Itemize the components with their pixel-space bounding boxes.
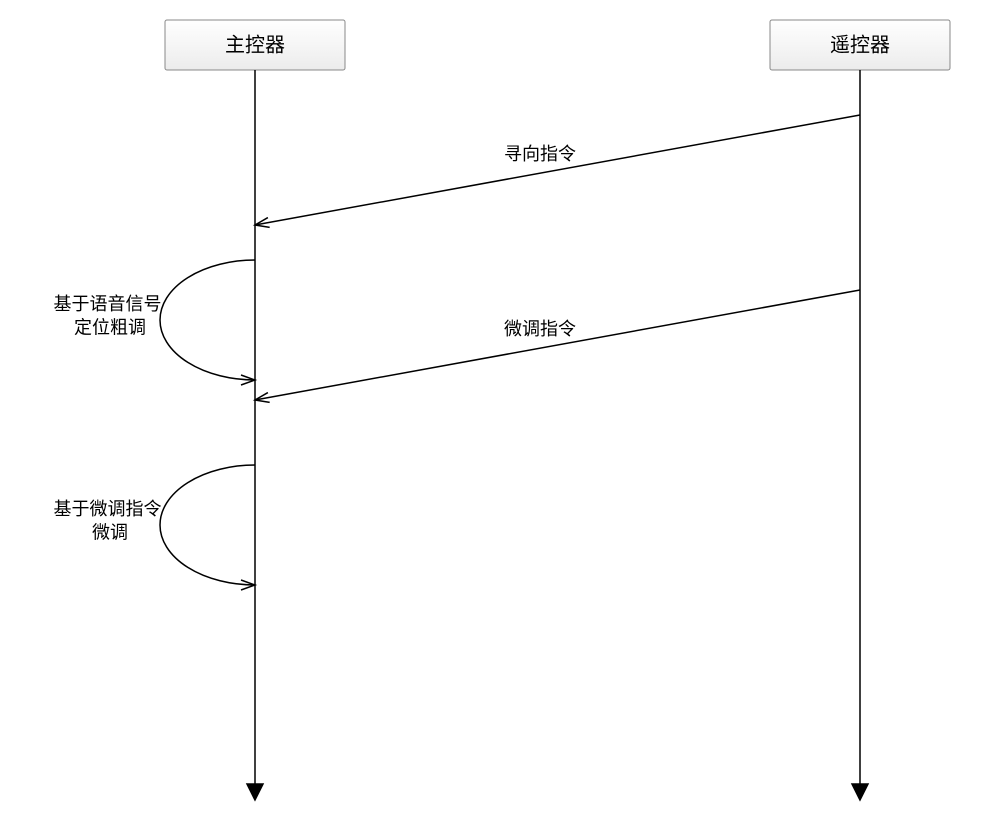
actor-remote: 遥控器 [770,20,950,70]
self-loop-fine-adjust-label: 基于微调指令 微调 [53,499,166,542]
lifeline-remote-arrowhead [852,784,868,800]
actor-master-label: 主控器 [225,33,285,56]
message-direction-command [255,115,860,225]
message-finetune-command [255,290,860,400]
lifeline-master-arrowhead [247,784,263,800]
message-direction-command-label: 寻向指令 [504,144,576,164]
actor-remote-label: 遥控器 [830,33,890,56]
self-loop-fine-adjust [160,465,255,585]
actor-master: 主控器 [165,20,345,70]
self-loop-coarse-adjust-label: 基于语音信号 定位粗调 [53,294,166,337]
message-finetune-command-label: 微调指令 [504,319,576,339]
self-loop-coarse-adjust [160,260,255,380]
